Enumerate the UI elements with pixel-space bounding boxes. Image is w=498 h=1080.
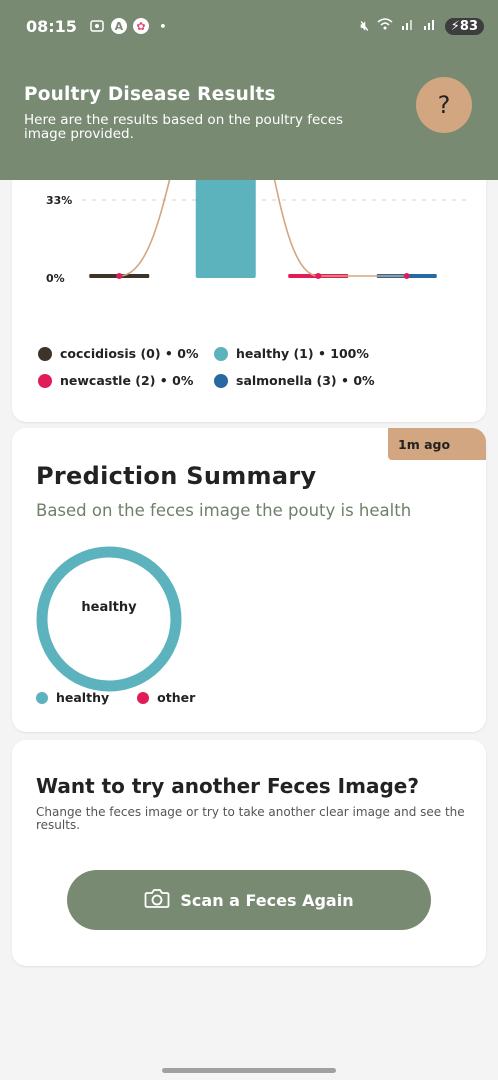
y-tick-label: 0% [46,272,65,285]
donut-legend: healthy other [36,690,195,705]
wifi-icon [377,18,393,34]
legend-label: healthy [56,690,110,705]
trend-point [116,273,123,279]
donut-legend-other: other [137,690,195,705]
legend-label: newcastle (2) • 0% [60,373,194,388]
status-notification-icons: A ✿ • [89,18,171,34]
legend-dot [36,691,48,704]
legend-label: salmonella (3) • 0% [236,373,375,388]
legend-item-healthy: healthy (1) • 100% [214,346,369,361]
status-system-icons: 🔇︎ ⚡83 [360,17,484,35]
scan-again-label: Scan a Feces Again [180,890,354,910]
donut-ring-healthy [36,546,182,692]
legend-label: other [157,690,196,705]
retry-subtitle: Change the feces image or try to take an… [36,805,465,832]
camera-icon [144,887,170,913]
legend-dot [214,346,228,361]
legend-dot [214,373,228,388]
home-indicator[interactable] [162,1068,336,1073]
summary-title: Prediction Summary [36,462,317,490]
donut-legend-healthy: healthy [36,690,109,705]
trend-line [119,120,407,277]
donut-chart [36,546,182,692]
legend-dot [137,691,150,704]
status-bar: 08:15 A ✿ • 🔇︎ ⚡83 [0,0,498,52]
legend-dot [38,373,52,388]
legend-label: coccidiosis (0) • 0% [60,346,199,361]
scan-again-button[interactable]: Scan a Feces Again [67,870,431,930]
dot-icon: • [159,19,167,33]
battery-charging-icon: ⚡83 [444,17,484,35]
time-badge: 1m ago [388,428,486,460]
summary-subtitle: Based on the feces image the pouty is he… [36,501,412,520]
page-title: Poultry Disease Results [24,84,276,105]
battery-level: 83 [459,18,478,34]
donut-center-label: healthy [81,600,137,615]
status-time: 08:15 [26,16,77,36]
trend-point [403,273,410,279]
retry-title: Want to try another Feces Image? [36,774,419,798]
signal-icon [401,18,415,34]
help-button[interactable]: ? [416,77,472,133]
signal-icon [423,18,437,34]
legend-item-coccidiosis: coccidiosis (0) • 0% [38,346,214,361]
a-circle-icon: A [110,18,127,34]
question-icon: ? [437,91,451,119]
retry-card: Want to try another Feces Image? Change … [12,740,486,966]
prediction-summary-card: 1m ago Prediction Summary Based on the f… [12,428,486,732]
legend-item-newcastle: newcastle (2) • 0% [38,373,214,388]
screenshot-icon [89,18,105,34]
results-header: Poultry Disease Results Here are the res… [0,52,498,180]
page-subtitle: Here are the results based on the poultr… [24,112,344,142]
mute-icon: 🔇︎ [360,18,369,34]
trend-point [315,273,322,279]
y-tick-label: 33% [46,194,72,207]
brain-icon: ✿ [132,18,149,34]
legend-dot [38,346,52,361]
legend-item-salmonella: salmonella (3) • 0% [214,373,375,388]
chart-legend: coccidiosis (0) • 0% healthy (1) • 100% … [38,346,478,400]
legend-label: healthy (1) • 100% [236,346,369,361]
